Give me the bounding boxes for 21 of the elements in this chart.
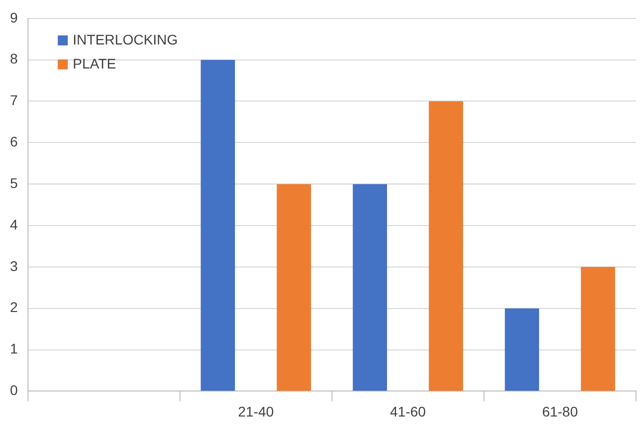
x-tick-label: 41-60 bbox=[390, 403, 426, 420]
y-tick-label: 0 bbox=[10, 382, 18, 398]
y-tick-label: 4 bbox=[10, 216, 18, 232]
y-tick-label: 8 bbox=[10, 50, 18, 67]
y-tick-label: 6 bbox=[10, 134, 18, 150]
bar bbox=[276, 184, 311, 391]
bar bbox=[504, 308, 540, 391]
bar bbox=[352, 184, 388, 391]
x-tick-label: 21-40 bbox=[238, 403, 274, 420]
bar bbox=[200, 60, 235, 391]
y-tick-label: 7 bbox=[10, 92, 18, 108]
bar bbox=[580, 266, 616, 391]
x-tick-label: 61-80 bbox=[542, 403, 578, 420]
y-tick-label: 1 bbox=[10, 340, 18, 357]
y-tick-label: 3 bbox=[10, 258, 18, 274]
y-tick-label: 5 bbox=[10, 174, 18, 191]
y-tick-label: 9 bbox=[10, 9, 18, 26]
legend-label: INTERLOCKING bbox=[72, 31, 178, 48]
bar bbox=[428, 101, 464, 391]
y-tick-label: 2 bbox=[10, 299, 18, 316]
legend-label: PLATE bbox=[72, 55, 116, 72]
